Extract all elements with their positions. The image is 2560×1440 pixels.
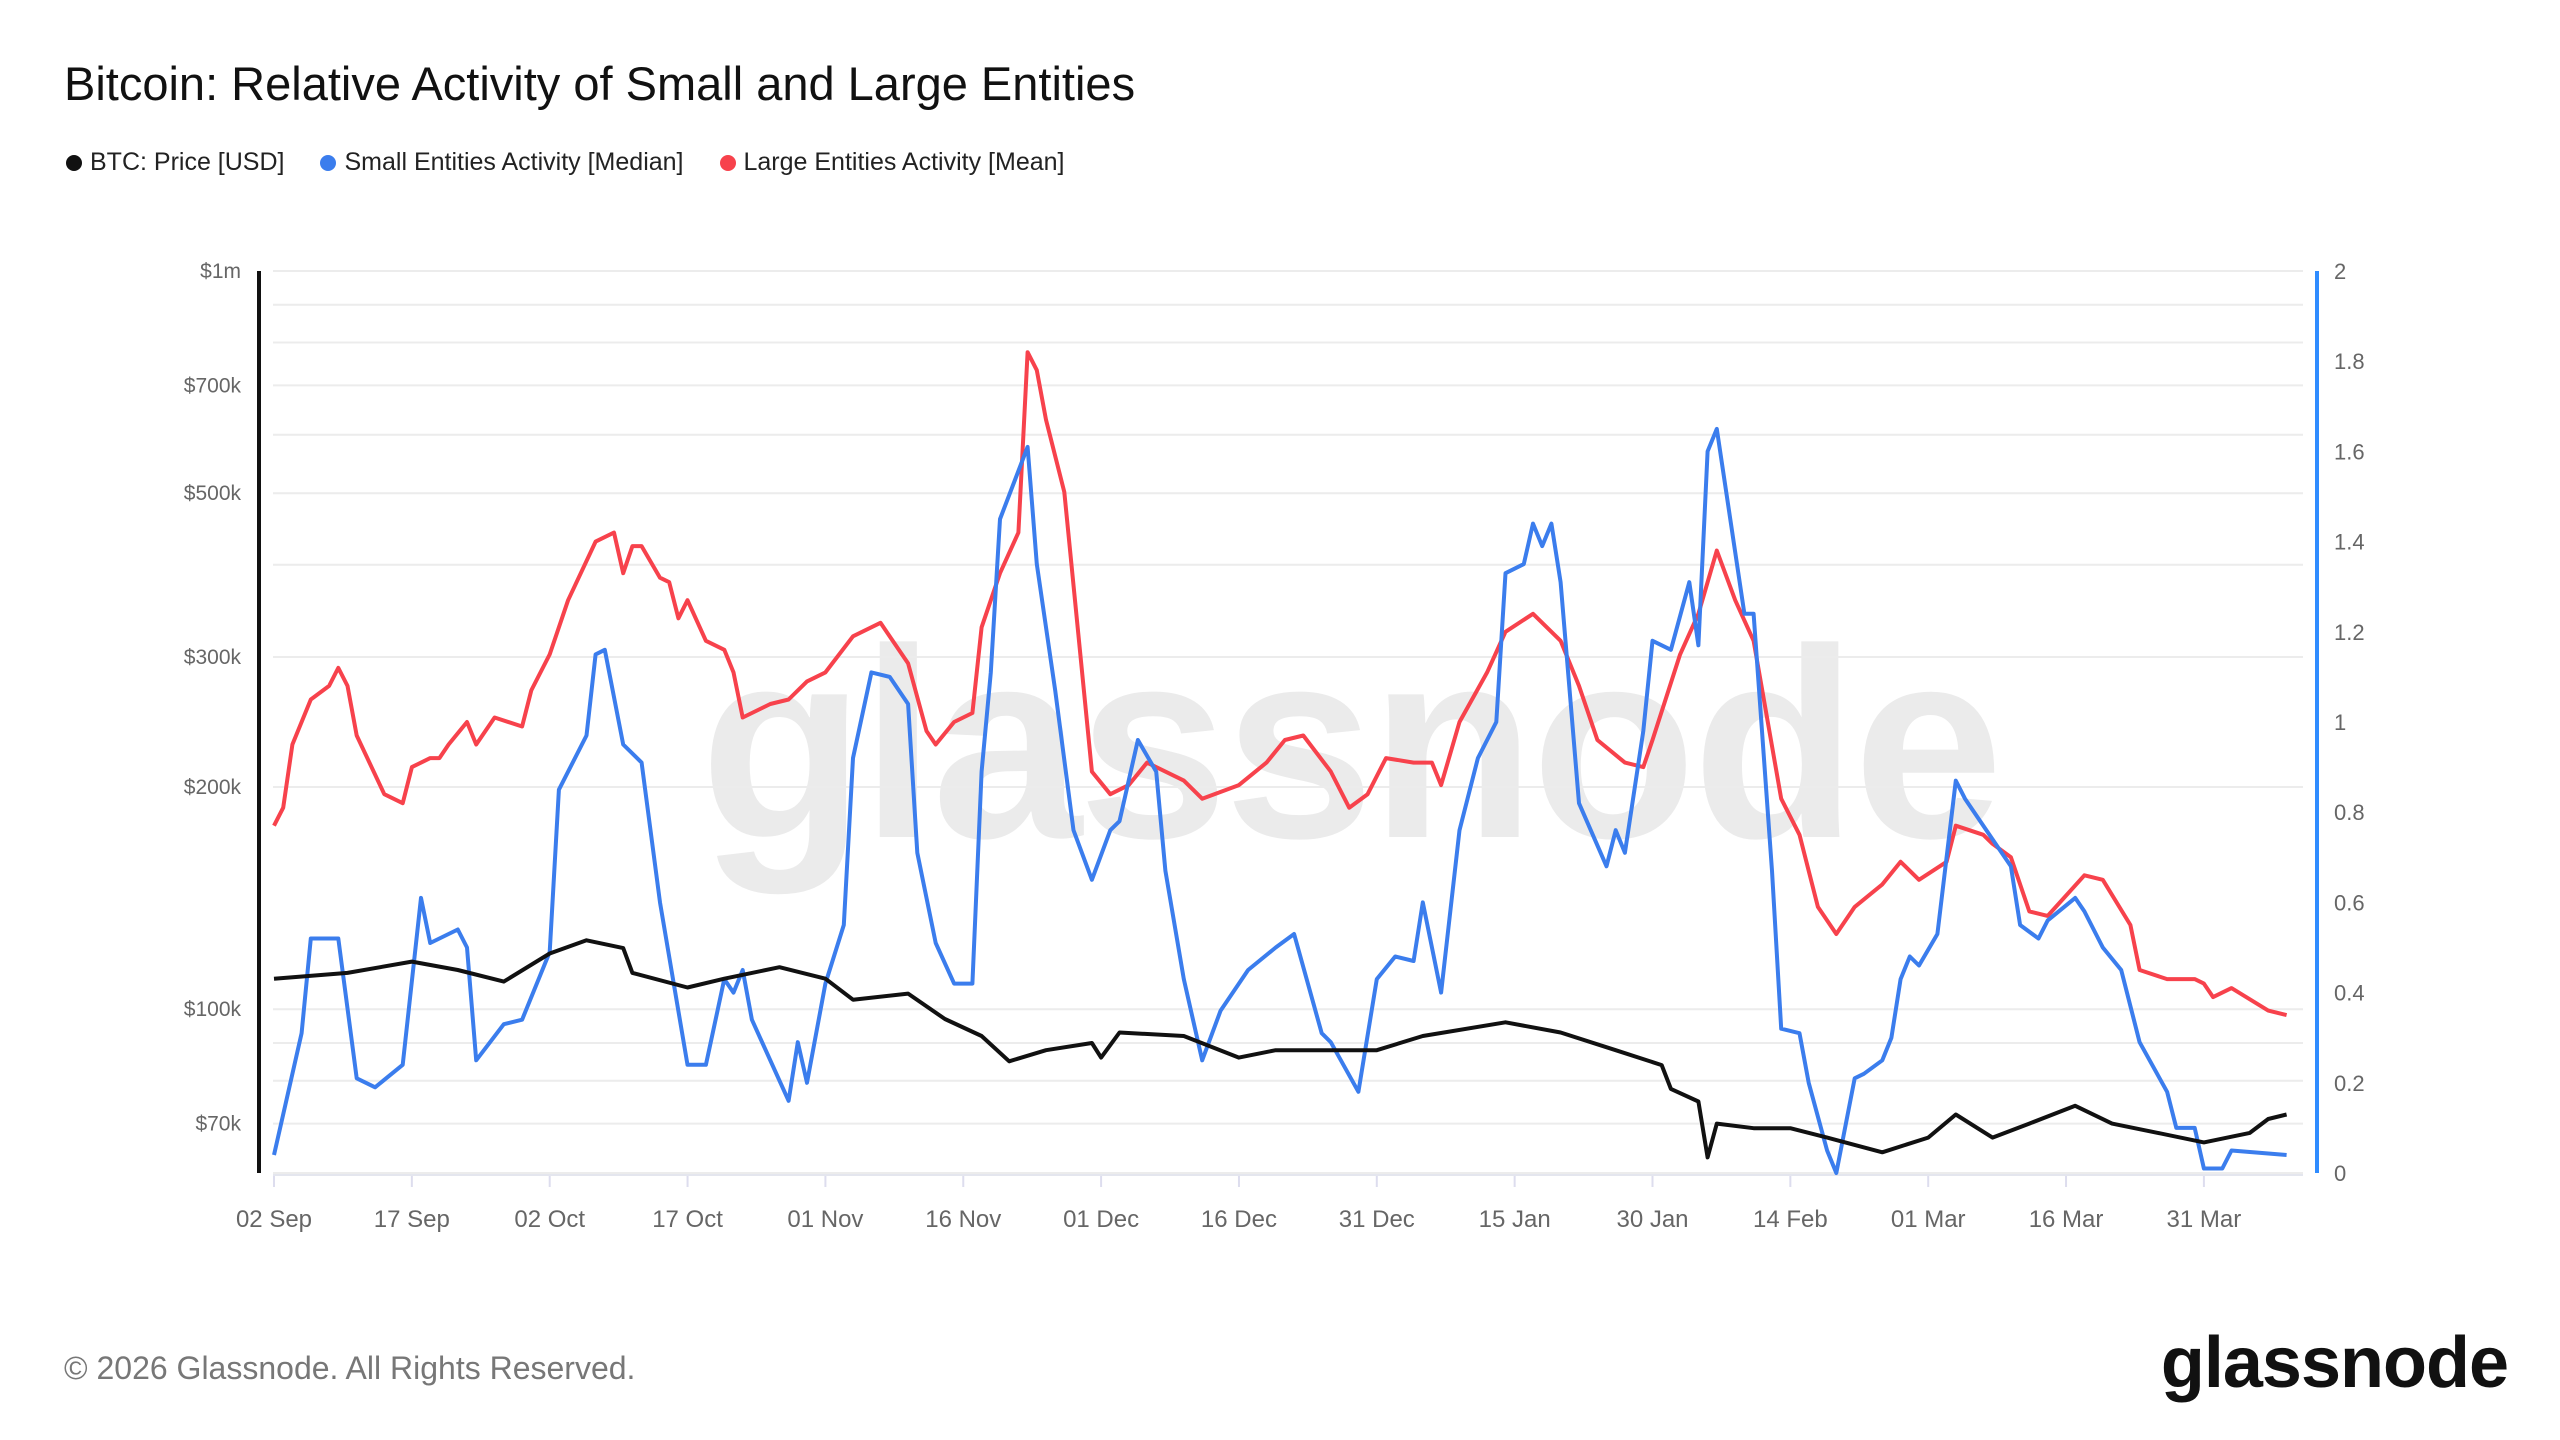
x-tick-label: 17 Sep: [374, 1206, 450, 1233]
x-tick-label: 14 Feb: [1753, 1206, 1828, 1233]
legend-label: BTC: Price [USD]: [90, 148, 285, 176]
y-left-tick-label: $700k: [184, 374, 242, 397]
y-right-tick-label: 0.4: [2334, 981, 2365, 1006]
copyright-footer: © 2026 Glassnode. All Rights Reserved.: [64, 1350, 636, 1386]
y-right-tick-label: 0.2: [2334, 1071, 2365, 1096]
legend-dot-icon: [719, 154, 736, 171]
y-left-tick-label: $300k: [184, 646, 242, 669]
y-left-tick-label: $70k: [195, 1113, 241, 1136]
y-right-tick-label: 1.2: [2334, 620, 2365, 645]
x-tick-label: 15 Jan: [1479, 1206, 1551, 1233]
y-left-tick-label: $1m: [200, 260, 241, 283]
x-tick-label: 01 Nov: [787, 1206, 863, 1233]
legend-label: Small Entities Activity [Median]: [344, 148, 684, 176]
y-right-tick-label: 0.8: [2334, 800, 2365, 825]
chart-title: Bitcoin: Relative Activity of Small and …: [64, 57, 1136, 110]
y-right-tick-label: 0: [2334, 1161, 2346, 1186]
legend-dot-icon: [320, 154, 337, 171]
x-tick-label: 16 Mar: [2029, 1206, 2104, 1233]
x-tick-label: 02 Sep: [236, 1206, 312, 1233]
x-tick-label: 30 Jan: [1616, 1206, 1688, 1233]
legend-dot-icon: [66, 154, 82, 171]
series-line-btc-price-usd: [273, 938, 2288, 1160]
glassnode-logo: glassnode: [2160, 1323, 2509, 1403]
x-tick-label: 16 Nov: [925, 1206, 1001, 1233]
legend-label: Large Entities Activity [Mean]: [743, 148, 1065, 176]
x-tick-label: 02 Oct: [514, 1206, 585, 1233]
legend-item-small-entities[interactable]: Small Entities Activity [Median]: [320, 148, 684, 177]
x-tick-label: 01 Mar: [1891, 1206, 1966, 1233]
x-tick-label: 01 Dec: [1063, 1206, 1139, 1233]
x-tick-label: 31 Dec: [1339, 1206, 1415, 1233]
x-tick-label: 16 Dec: [1201, 1206, 1277, 1233]
legend-item-price[interactable]: BTC: Price [USD]: [66, 148, 284, 177]
y-right-tick-label: 1.8: [2334, 349, 2365, 374]
series-line-small-entities-activity-median: [272, 426, 2287, 1175]
y-right-tick-label: 0.6: [2334, 890, 2365, 915]
x-tick-label: 31 Mar: [2167, 1206, 2242, 1233]
y-right-tick-label: 1: [2334, 710, 2346, 735]
y-right-tick-label: 1.4: [2334, 530, 2365, 555]
legend: BTC: Price [USD] Small Entities Activity…: [66, 148, 1064, 177]
series-line-large-entities-activity-mean: [272, 350, 2288, 1018]
y-right-tick-label: 2: [2334, 259, 2346, 284]
y-left-tick-label: $100k: [184, 998, 242, 1021]
y-left-tick-label: $500k: [184, 482, 242, 505]
legend-item-large-entities[interactable]: Large Entities Activity [Mean]: [719, 148, 1065, 177]
x-tick-label: 17 Oct: [652, 1206, 723, 1233]
y-left-tick-label: $200k: [184, 776, 242, 799]
y-right-tick-label: 1.6: [2334, 439, 2365, 464]
